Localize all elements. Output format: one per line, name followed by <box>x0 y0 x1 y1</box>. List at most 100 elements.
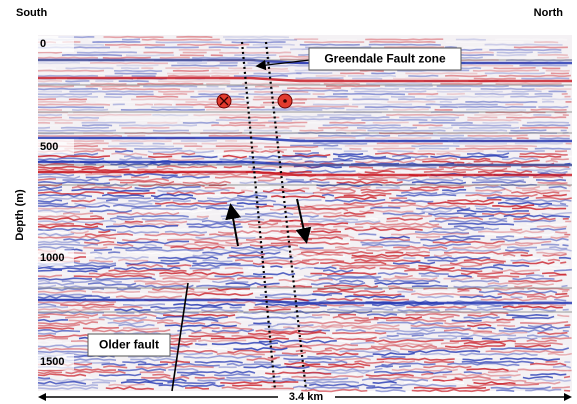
seismic-trace <box>73 274 152 279</box>
seismic-trace <box>271 194 326 199</box>
seismic-trace <box>377 321 444 325</box>
seismic-trace <box>392 77 460 80</box>
seismic-trace <box>37 193 93 198</box>
seismic-trace <box>392 108 429 111</box>
seismic-trace <box>203 129 240 132</box>
seismic-trace <box>440 82 483 85</box>
seismic-trace <box>60 126 109 130</box>
seismic-trace <box>37 217 105 222</box>
seismic-trace <box>460 266 504 270</box>
seismic-trace <box>37 191 105 195</box>
seismic-trace <box>134 147 183 150</box>
seismic-trace <box>475 185 506 190</box>
seismic-trace <box>38 129 117 132</box>
seismic-trace <box>246 357 277 362</box>
seismic-trace <box>473 77 516 80</box>
seismic-trace <box>361 190 392 195</box>
seismic-trace <box>404 269 483 273</box>
seismic-trace <box>508 279 563 283</box>
seismic-trace <box>160 360 191 364</box>
seismic-trace <box>281 89 349 92</box>
seismic-trace <box>134 280 201 283</box>
seismic-trace <box>318 276 379 281</box>
seismic-trace <box>487 370 518 374</box>
seismic-trace <box>541 211 572 216</box>
seismic-trace <box>327 275 382 279</box>
seismic-trace <box>371 72 396 75</box>
seismic-trace <box>456 253 493 257</box>
seismic-trace <box>167 264 192 268</box>
seismic-trace <box>423 360 455 364</box>
seismic-trace <box>283 357 332 361</box>
seismic-trace <box>354 360 385 364</box>
seismic-trace <box>199 344 267 349</box>
seismic-trace <box>37 87 99 91</box>
seismic-trace <box>454 375 491 380</box>
seismic-trace <box>421 372 434 376</box>
seismic-trace <box>84 240 115 245</box>
seismic-trace <box>180 139 217 143</box>
seismic-trace <box>207 287 251 292</box>
seismic-trace <box>37 180 111 185</box>
seismic-trace <box>197 378 252 382</box>
seismic-trace <box>37 154 111 159</box>
seismic-trace <box>219 51 292 54</box>
seismic-trace <box>102 56 151 60</box>
seismic-trace <box>383 311 408 315</box>
seismic-trace <box>321 323 400 328</box>
seismic-trace <box>451 319 482 323</box>
seismic-trace <box>525 388 562 392</box>
seismic-trace <box>192 261 241 266</box>
seismic-trace <box>473 381 516 385</box>
seismic-trace <box>335 129 366 132</box>
seismic-trace <box>542 272 567 276</box>
seismic-trace <box>311 313 331 317</box>
seismic-trace <box>268 119 293 122</box>
seismic-trace <box>227 349 276 354</box>
seismic-trace <box>181 172 249 177</box>
seismic-trace <box>247 222 279 226</box>
seismic-trace <box>37 243 99 247</box>
seismic-trace <box>231 334 286 338</box>
seismic-trace <box>516 168 571 172</box>
seismic-trace <box>506 116 567 119</box>
seismic-trace <box>466 152 510 156</box>
seismic-trace <box>313 142 368 145</box>
seismic-trace <box>101 193 145 198</box>
seismic-trace <box>347 74 396 78</box>
seismic-trace <box>254 85 280 88</box>
seismic-trace <box>458 105 537 109</box>
seismic-trace <box>503 326 570 331</box>
seismic-trace <box>418 264 431 268</box>
seismic-trace <box>152 373 171 377</box>
seismic-trace <box>185 100 222 103</box>
seismic-trace <box>534 41 559 44</box>
seismic-trace <box>286 105 359 108</box>
seismic-trace <box>467 116 498 119</box>
seismic-trace <box>37 289 87 294</box>
seismic-trace <box>37 56 99 59</box>
seismic-trace <box>131 98 198 101</box>
seismic-trace <box>421 209 452 214</box>
seismic-trace <box>171 362 220 367</box>
seismic-trace <box>288 359 301 364</box>
seismic-trace <box>444 320 511 325</box>
seismic-trace <box>161 175 210 179</box>
seismic-trace <box>95 79 114 83</box>
seismic-trace <box>374 279 441 284</box>
seismic-trace <box>215 145 258 148</box>
seismic-trace <box>134 185 201 190</box>
seismic-trace <box>121 67 140 70</box>
seismic-trace <box>234 258 254 262</box>
seismic-trace <box>90 251 103 255</box>
seismic-trace <box>172 199 191 203</box>
seismic-trace <box>472 69 539 72</box>
seismic-trace <box>70 230 89 235</box>
seismic-trace <box>444 307 524 312</box>
seismic-trace <box>197 90 246 93</box>
seismic-trace <box>37 116 63 119</box>
seismic-trace <box>418 266 455 271</box>
seismic-trace <box>439 100 452 103</box>
seismic-trace <box>244 211 294 216</box>
seismic-trace <box>538 203 569 208</box>
